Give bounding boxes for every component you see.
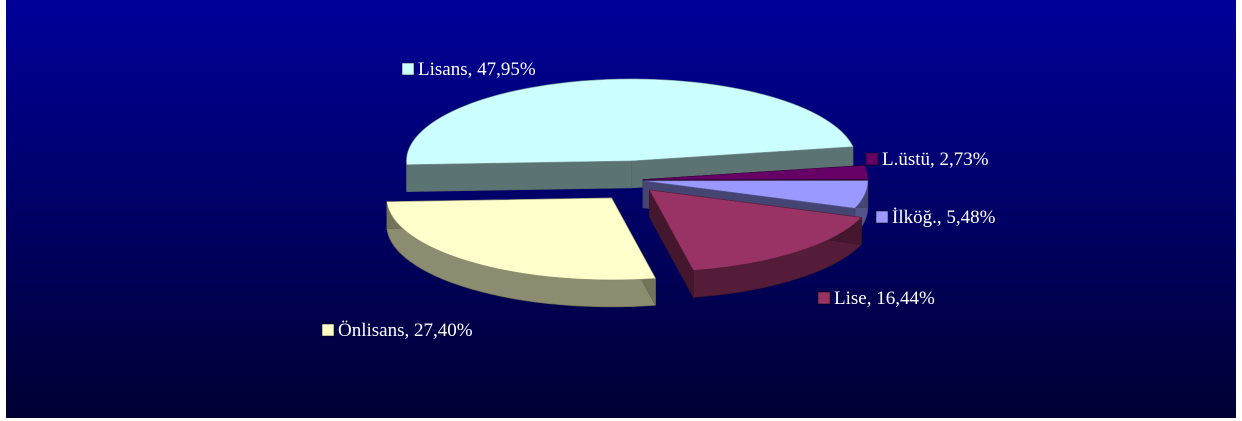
slice-wall: [406, 160, 632, 192]
data-label: İlköğ., 5,48%: [875, 207, 996, 228]
legend-key: [321, 323, 335, 337]
pie-slice-lise: [648, 189, 863, 298]
data-label-text: Önlisans, 27,40%: [338, 320, 473, 341]
data-label-text: Lise, 16,44%: [834, 288, 935, 309]
legend-key: [817, 291, 831, 305]
data-label-text: Lisans, 47,95%: [418, 59, 536, 80]
pie-slice-önlisans: [386, 197, 656, 308]
data-label: Önlisans, 27,40%: [321, 320, 473, 341]
pie-slice-lisans: [406, 78, 854, 192]
legend-key: [865, 152, 879, 166]
data-label-text: İlköğ., 5,48%: [892, 207, 996, 228]
slice-top: [386, 197, 656, 281]
data-label-text: L.üstü, 2,73%: [882, 149, 989, 170]
slice-top: [642, 165, 869, 180]
legend-key: [875, 210, 889, 224]
slice-top: [648, 189, 863, 271]
legend-key: [401, 62, 415, 76]
slice-top: [642, 180, 869, 209]
chart-background: [6, 0, 1236, 418]
data-label: L.üstü, 2,73%: [865, 149, 989, 170]
data-label: Lise, 16,44%: [817, 288, 935, 309]
slice-top: [406, 78, 854, 165]
data-label: Lisans, 47,95%: [401, 59, 536, 80]
